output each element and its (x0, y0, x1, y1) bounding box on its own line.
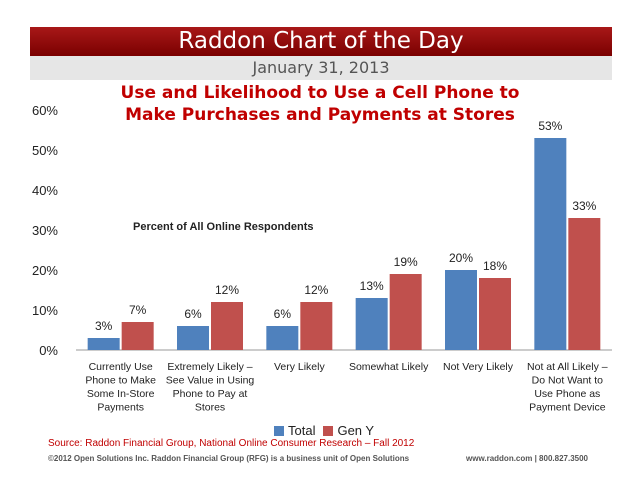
copyright-note: ©2012 Open Solutions Inc. Raddon Financi… (48, 454, 410, 463)
chart-annotation: Percent of All Online Respondents (133, 221, 314, 233)
bar-total (355, 298, 388, 350)
x-tick-label: Payments (97, 402, 144, 414)
banner-title: Raddon Chart of the Day (30, 27, 612, 56)
legend-label-total: Total (288, 423, 316, 438)
contact-info: www.raddon.com | 800.827.3500 (466, 454, 588, 463)
x-tick-label: Phone to Make (85, 375, 156, 387)
x-tick-label: Not Very Likely (443, 361, 514, 373)
bar-gen-y (568, 218, 601, 350)
data-label-total: 6% (274, 307, 292, 321)
x-tick-label: Very Likely (274, 361, 326, 373)
x-tick-label: Somewhat Likely (349, 361, 429, 373)
bar-gen-y (211, 302, 243, 350)
chart-title: Use and Likelihood to Use a Cell Phone t… (110, 82, 530, 126)
chart-legend: Total Gen Y (274, 423, 382, 438)
bar-gen-y (479, 278, 511, 350)
y-tick-label: 10% (32, 303, 58, 318)
legend-swatch-total (274, 425, 284, 436)
banner-date: January 31, 2013 (30, 56, 612, 80)
chart-title-line-1: Use and Likelihood to Use a Cell Phone t… (120, 83, 520, 103)
data-label-total: 20% (449, 251, 473, 265)
bar-gen-y (389, 274, 422, 350)
y-tick-label: 20% (32, 263, 58, 278)
data-label-total: 53% (538, 119, 562, 133)
x-tick-label: Currently Use (89, 361, 153, 373)
data-label-gen-y: 12% (304, 283, 328, 297)
x-tick-label: Stores (195, 402, 225, 414)
x-tick-label: Use Phone as (534, 388, 600, 400)
bar-gen-y (300, 302, 333, 350)
data-label-gen-y: 12% (215, 283, 239, 297)
legend-item-total: Total (274, 423, 315, 438)
legend-label-gen-y: Gen Y (337, 423, 375, 438)
y-tick-label: 60% (32, 103, 58, 118)
x-tick-label: Not at All Likely – (527, 361, 608, 373)
legend-item-gen-y: Gen Y (323, 423, 374, 438)
source-note: Source: Raddon Financial Group, National… (48, 438, 415, 449)
bar-total (177, 326, 209, 350)
x-tick-label: Do Not Want to (532, 375, 604, 387)
y-tick-label: 30% (32, 223, 58, 238)
bar-gen-y (121, 322, 154, 350)
x-tick-label: See Value in Using (166, 375, 255, 387)
y-tick-label: 50% (32, 143, 58, 158)
bar-total (87, 338, 120, 350)
data-label-total: 13% (360, 279, 384, 293)
x-tick-label: Some In-Store (87, 388, 155, 400)
bar-total (266, 326, 299, 350)
y-tick-label: 40% (32, 183, 58, 198)
data-label-gen-y: 33% (572, 199, 596, 213)
data-label-gen-y: 19% (394, 255, 418, 269)
bar-total (534, 138, 567, 350)
data-label-total: 3% (95, 319, 113, 333)
chart-title-line-2: Make Purchases and Payments at Stores (125, 105, 515, 125)
x-tick-label: Payment Device (529, 402, 606, 414)
data-label-gen-y: 18% (483, 259, 507, 273)
x-tick-label: Phone to Pay at (173, 388, 248, 400)
legend-swatch-gen-y (323, 425, 334, 436)
data-label-gen-y: 7% (129, 303, 147, 317)
y-tick-label: 0% (39, 343, 58, 358)
x-tick-label: Extremely Likely – (167, 361, 252, 373)
data-label-total: 6% (184, 307, 202, 321)
bar-total (445, 270, 477, 350)
